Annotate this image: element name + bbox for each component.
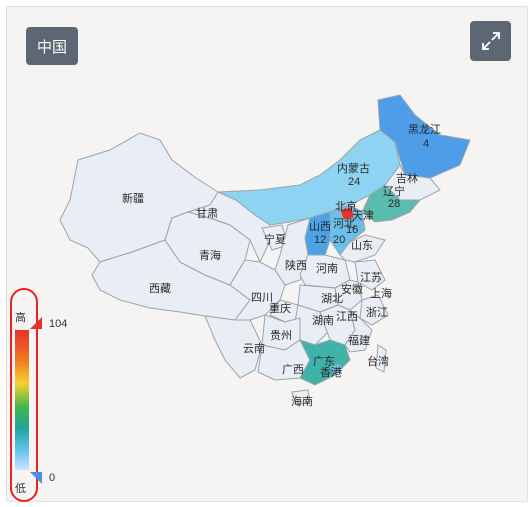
province-liaoning[interactable] — [361, 184, 422, 223]
label-fujian: 福建 — [348, 335, 370, 347]
label-tianjin: 天津 — [352, 210, 374, 222]
label-hongkong: 香港 — [320, 367, 342, 379]
province-taiwan[interactable] — [375, 344, 387, 373]
value-heilongjiang: 4 — [423, 138, 430, 150]
province-tianjin[interactable] — [351, 217, 361, 229]
label-zhejiang: 浙江 — [366, 307, 388, 319]
province-heilongjiang[interactable] — [377, 94, 471, 179]
label-shaanxi: 陕西 — [285, 260, 307, 272]
label-tibet: 西藏 — [149, 283, 171, 295]
label-henan: 河南 — [316, 263, 338, 275]
label-qinghai: 青海 — [199, 250, 221, 262]
province-shandong[interactable] — [339, 234, 386, 263]
label-inner-mongolia: 内蒙古 — [337, 163, 370, 175]
legend-low-label: 低 — [15, 483, 26, 495]
province-hongkong[interactable] — [331, 363, 342, 374]
label-liaoning: 辽宁 — [383, 186, 405, 198]
label-shanxi: 山西 — [309, 221, 331, 233]
label-xinjiang: 新疆 — [122, 193, 144, 205]
legend-min-handle-icon[interactable] — [30, 472, 44, 486]
label-hubei: 湖北 — [321, 293, 343, 305]
label-hainan: 海南 — [291, 396, 313, 408]
label-shanghai: 上海 — [370, 288, 392, 300]
region-button[interactable]: 中国 — [26, 27, 78, 65]
legend-max-value: 104 — [49, 318, 68, 330]
label-yunnan: 云南 — [243, 343, 265, 355]
province-fujian[interactable] — [344, 308, 373, 353]
label-jiangxi: 江西 — [336, 311, 358, 323]
legend-high-label: 高 — [15, 312, 26, 324]
value-shanxi: 12 — [314, 234, 327, 246]
label-guizhou: 贵州 — [270, 330, 292, 342]
label-ningxia: 宁夏 — [264, 234, 286, 246]
value-hebei: 16 — [346, 224, 359, 236]
label-sichuan: 四川 — [251, 292, 273, 304]
province-shaanxi[interactable] — [274, 217, 311, 286]
value-20: 20 — [333, 234, 346, 246]
label-heilongjiang: 黑龙江 — [408, 124, 441, 136]
label-jiangsu: 江苏 — [360, 272, 382, 284]
province-guangdong[interactable] — [299, 339, 351, 386]
label-chongqing: 重庆 — [269, 303, 291, 315]
province-jiangsu[interactable] — [354, 259, 386, 291]
label-hunan: 湖南 — [312, 315, 334, 327]
label-taiwan: 台湾 — [367, 356, 389, 368]
label-guangxi: 广西 — [282, 364, 304, 376]
label-guangdong: 广东 — [313, 356, 335, 368]
legend-highlight-ring — [10, 288, 38, 502]
fullscreen-button[interactable] — [470, 21, 511, 61]
legend-color-scale[interactable] — [15, 330, 29, 470]
province-hainan[interactable] — [291, 389, 311, 406]
label-gansu: 甘肃 — [196, 208, 218, 220]
value-liaoning: 28 — [388, 198, 401, 210]
province-zhejiang[interactable] — [359, 294, 389, 326]
label-shandong: 山东 — [351, 240, 373, 252]
label-anhui: 安徽 — [341, 284, 363, 296]
province-yunnan[interactable] — [204, 315, 263, 379]
label-hebei: 河北 — [333, 218, 355, 230]
value-inner-mongolia: 24 — [348, 176, 361, 188]
expand-icon — [481, 32, 500, 50]
legend-max-handle-icon[interactable] — [30, 317, 44, 331]
label-beijing: 北京 — [335, 201, 357, 213]
legend-min-value: 0 — [49, 472, 56, 484]
region-label: 中国 — [36, 38, 67, 56]
label-jilin: 吉林 — [396, 173, 418, 185]
